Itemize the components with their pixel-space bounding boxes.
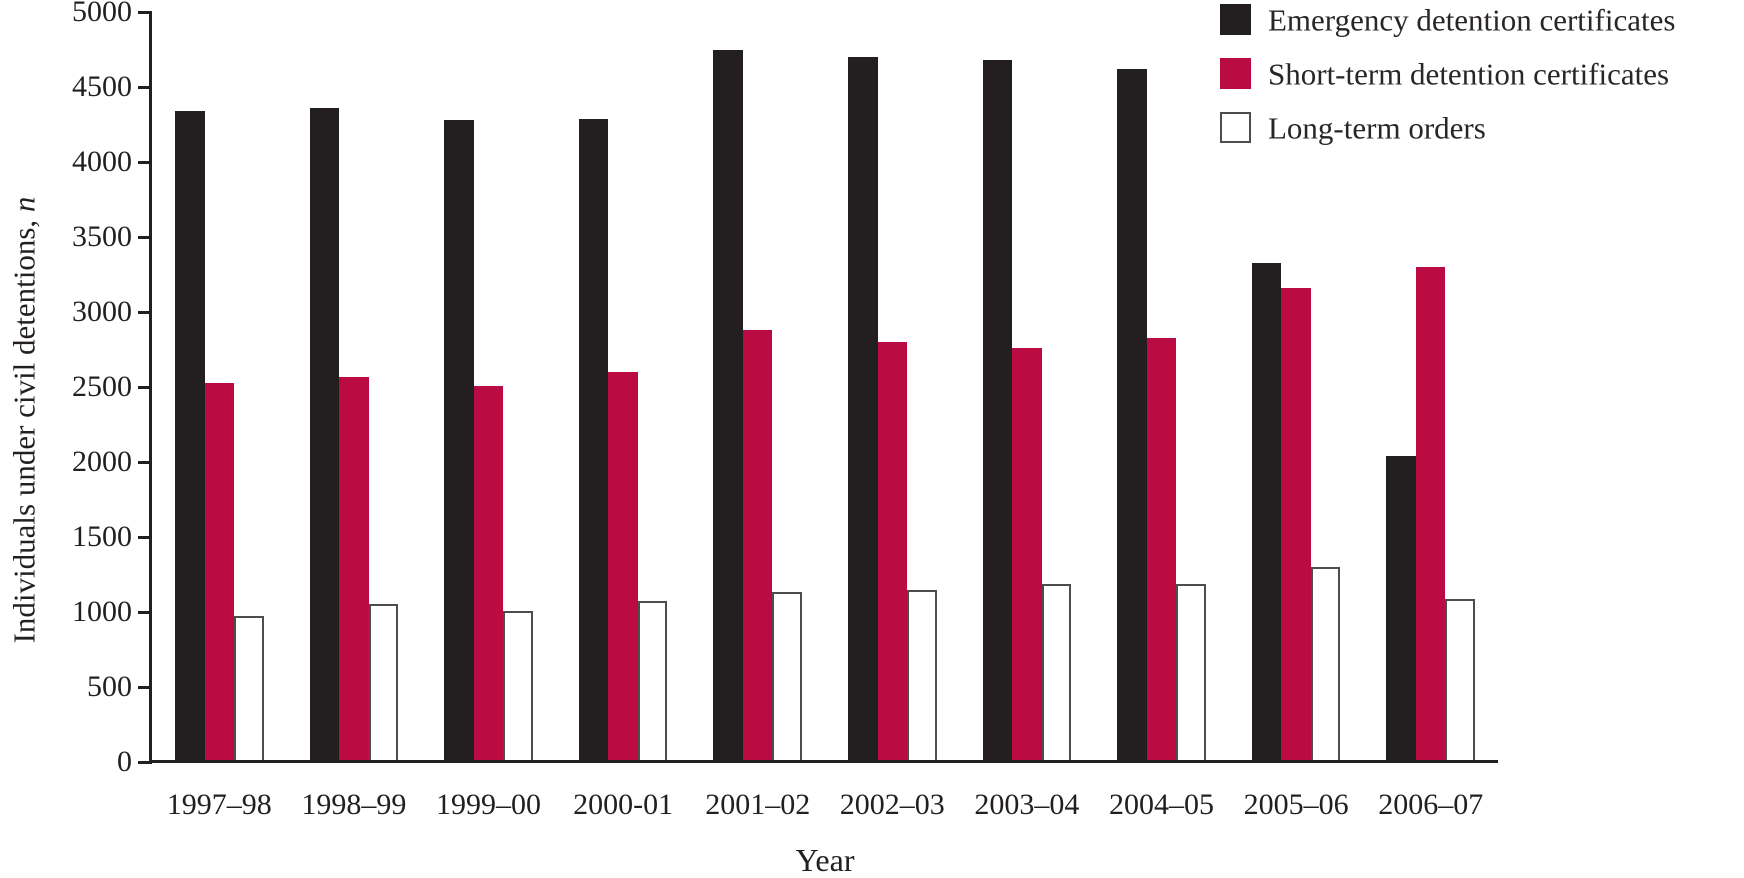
y-tick-label: 3000	[72, 295, 132, 328]
bar-short-term-1997–98	[204, 382, 234, 762]
y-tick-label: 1500	[72, 520, 132, 553]
bar-emergency-2006–07	[1386, 456, 1416, 762]
x-tick-label: 2001–02	[705, 788, 811, 821]
bar-emergency-2004–05	[1117, 69, 1147, 762]
bar-long-term-2003–04	[1041, 583, 1072, 762]
bar-emergency-2001–02	[713, 49, 743, 762]
y-tick-label: 0	[117, 745, 132, 778]
legend-swatch	[1220, 4, 1251, 35]
y-tick-mark	[138, 685, 152, 689]
y-tick-label: 2500	[72, 370, 132, 403]
bar-long-term-2001–02	[772, 591, 802, 762]
bar-long-term-2005–06	[1310, 567, 1341, 762]
x-axis-title: Year	[795, 842, 855, 878]
y-tick-label: 4500	[72, 70, 132, 103]
bar-short-term-1999–00	[473, 385, 504, 762]
x-tick-label: 1997–98	[166, 788, 272, 821]
y-tick-mark	[138, 760, 152, 764]
y-axis-line	[149, 12, 152, 763]
bar-short-term-2005–06	[1281, 288, 1311, 762]
x-tick-label: 2002–03	[839, 788, 945, 821]
y-tick-label: 2000	[72, 445, 132, 478]
bar-short-term-2000-01	[608, 372, 638, 762]
x-tick-label: 2006–07	[1378, 788, 1484, 821]
legend-label: Long-term orders	[1268, 110, 1486, 146]
y-tick-label: 3500	[72, 220, 132, 253]
x-tick-label: 1999–00	[436, 788, 541, 821]
bar-long-term-2002–03	[907, 589, 937, 762]
bar-emergency-1999–00	[444, 120, 474, 762]
y-tick-mark	[138, 310, 152, 314]
y-tick-mark	[138, 460, 152, 464]
y-tick-mark	[138, 610, 152, 614]
y-tick-mark	[138, 535, 152, 539]
bar-short-term-2001–02	[742, 330, 773, 762]
bar-emergency-2000-01	[578, 118, 609, 762]
bar-short-term-2004–05	[1146, 337, 1177, 762]
bar-long-term-2006–07	[1445, 598, 1475, 762]
y-tick-label: 500	[87, 670, 132, 703]
legend-swatch	[1220, 58, 1251, 89]
y-tick-label: 4000	[72, 145, 132, 178]
x-axis-line	[149, 760, 1498, 763]
bar-emergency-1997–98	[175, 111, 205, 762]
x-tick-label: 2000-01	[573, 788, 674, 821]
bar-short-term-1998–99	[339, 376, 369, 762]
legend-label: Emergency detention certificates	[1268, 2, 1676, 38]
y-tick-label: 1000	[72, 595, 132, 628]
bar-short-term-2006–07	[1415, 267, 1446, 762]
bar-emergency-2003–04	[982, 60, 1013, 762]
bar-long-term-2000-01	[637, 600, 668, 762]
legend-label: Short-term detention certificates	[1268, 56, 1670, 92]
bar-emergency-2005–06	[1251, 262, 1282, 762]
bar-emergency-2002–03	[848, 57, 878, 762]
x-tick-label: 2005–06	[1243, 788, 1349, 821]
bar-short-term-2002–03	[877, 342, 907, 762]
x-tick-label: 2004–05	[1109, 788, 1214, 821]
bar-long-term-1998–99	[368, 603, 399, 762]
legend-swatch	[1220, 112, 1251, 143]
y-tick-mark	[138, 10, 152, 14]
bar-short-term-2003–04	[1012, 348, 1042, 762]
bar-long-term-2004–05	[1176, 584, 1206, 762]
bar-long-term-1997–98	[234, 615, 264, 762]
y-tick-mark	[138, 235, 152, 239]
bar-long-term-1999–00	[503, 610, 533, 762]
x-tick-label: 2003–04	[974, 788, 1080, 821]
x-tick-label: 1998–99	[301, 788, 407, 821]
bar-emergency-1998–99	[309, 108, 340, 762]
y-tick-mark	[138, 385, 152, 389]
y-tick-mark	[138, 85, 152, 89]
y-tick-label: 5000	[72, 0, 132, 28]
y-tick-mark	[138, 160, 152, 164]
